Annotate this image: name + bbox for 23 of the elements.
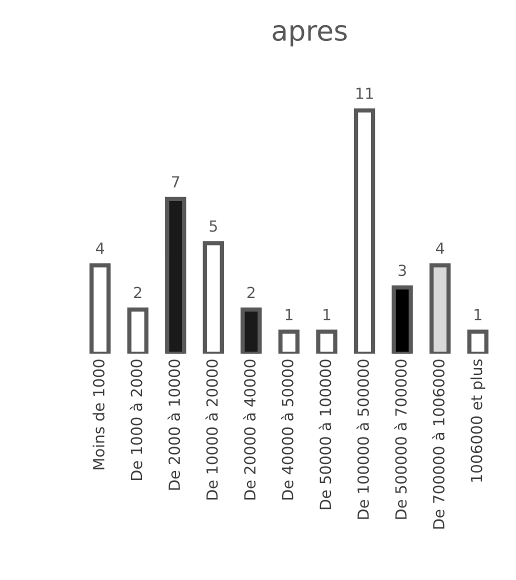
data-label: 11 [356, 88, 373, 99]
data-label: 4 [96, 242, 104, 254]
data-label: 1 [286, 309, 292, 320]
x-tick-label: De 50000 à 100000 [318, 360, 332, 510]
x-tick-label: De 1000 à 2000 [130, 360, 142, 480]
data-label: 2 [247, 286, 255, 298]
x-tick-label: De 700000 à 1006000 [432, 360, 445, 529]
x-tick-label: Moins de 1000 [92, 360, 104, 470]
x-tick-label: De 2000 à 10000 [168, 360, 180, 490]
data-label: 1 [474, 309, 482, 320]
data-label: 4 [436, 242, 444, 254]
x-tick-label: De 20000 à 40000 [243, 360, 256, 500]
x-tick-label: De 500000 à 700000 [394, 360, 407, 519]
data-label: 3 [398, 264, 406, 276]
chart-title: apres [272, 25, 347, 46]
x-tick-label: De 100000 à 500000 [356, 360, 369, 519]
data-label: 7 [172, 176, 180, 188]
data-label: 5 [210, 220, 217, 232]
x-tick-label: 1006000 et plus [470, 359, 486, 482]
data-label: 1 [324, 309, 330, 320]
data-label: 2 [134, 286, 142, 298]
x-tick-label: De 10000 à 20000 [205, 360, 218, 500]
x-tick-label: De 40000 à 50000 [280, 360, 294, 500]
